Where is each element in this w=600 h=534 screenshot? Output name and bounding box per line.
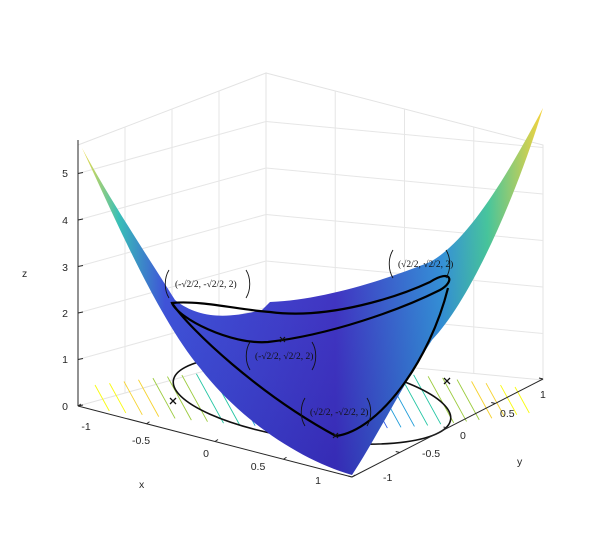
z-axis-label: z bbox=[22, 268, 27, 280]
x-axis-label: x bbox=[139, 479, 145, 491]
x-tick-label: 0 bbox=[203, 448, 209, 460]
tick-mark bbox=[77, 265, 84, 267]
x-tick-label: 1 bbox=[315, 475, 321, 487]
tick-mark bbox=[491, 402, 496, 404]
y-tick-label: 0 bbox=[460, 430, 466, 442]
floor-contour-line bbox=[152, 377, 176, 419]
tick-mark bbox=[283, 456, 287, 460]
curve-marker-2 bbox=[332, 432, 339, 439]
floor-marker-2 bbox=[443, 377, 451, 385]
y-tick-label: -0.5 bbox=[422, 448, 440, 460]
tick-mark bbox=[214, 439, 219, 442]
annotation-label: (√2/2, -√2/2, 2) bbox=[310, 407, 368, 418]
curve-markers bbox=[279, 336, 339, 439]
floor-contour-line bbox=[471, 381, 493, 419]
floor-contour-line bbox=[500, 384, 518, 415]
x-tick-label: 0.5 bbox=[251, 461, 266, 473]
floor-marker-1 bbox=[169, 397, 177, 405]
floor-contour-line bbox=[485, 382, 505, 417]
z-tick-label: 2 bbox=[62, 308, 68, 320]
floor-contour-line bbox=[94, 384, 110, 412]
tick-marks bbox=[77, 172, 544, 478]
z-tick-label: 4 bbox=[62, 215, 68, 227]
tick-mark bbox=[77, 358, 84, 360]
back-wall-right bbox=[265, 72, 544, 381]
annotation-pos-pos: (√2/2, √2/2, 2) bbox=[388, 249, 453, 279]
annotation-neg-neg: (-√2/2, -√2/2, 2) bbox=[164, 269, 251, 299]
y-ticks: -1 -0.5 0 0.5 1 bbox=[383, 389, 546, 484]
tick-mark bbox=[77, 218, 84, 221]
y-tick-label: 0.5 bbox=[500, 408, 515, 420]
tick-mark bbox=[351, 474, 356, 478]
tick-mark bbox=[77, 172, 84, 174]
floor-contour-line bbox=[413, 374, 442, 425]
curve-marker-1 bbox=[279, 336, 286, 343]
y-axis-label: y bbox=[517, 456, 523, 468]
floor-contour-line bbox=[442, 377, 467, 422]
annotation-label: (-√2/2, -√2/2, 2) bbox=[175, 279, 237, 290]
z-tick-label: 3 bbox=[62, 262, 68, 274]
floor-contour-line bbox=[167, 376, 192, 421]
annotation-label: (√2/2, √2/2, 2) bbox=[398, 259, 453, 270]
tick-mark bbox=[77, 403, 82, 407]
z-tick-label: 0 bbox=[62, 401, 68, 413]
tick-mark bbox=[443, 426, 448, 429]
floor-contour-line bbox=[514, 386, 530, 414]
annotation-pos-neg: (√2/2, -√2/2, 2) bbox=[300, 397, 372, 427]
tick-mark bbox=[538, 377, 544, 380]
x-tick-label: -0.5 bbox=[132, 435, 150, 447]
y-tick-label: -1 bbox=[383, 472, 392, 484]
floor-contour-line bbox=[109, 383, 127, 414]
z-tick-label: 5 bbox=[62, 168, 68, 180]
tick-mark bbox=[146, 421, 150, 425]
tick-mark bbox=[347, 475, 353, 478]
annotation-label: (-√2/2, √2/2, 2) bbox=[255, 351, 313, 362]
x-tick-label: -1 bbox=[81, 421, 90, 433]
annotation-neg-pos: (-√2/2, √2/2, 2) bbox=[245, 341, 317, 371]
floor-markers bbox=[169, 377, 451, 405]
x-ticks: -1 -0.5 0 0.5 1 bbox=[81, 421, 321, 487]
tick-mark bbox=[77, 311, 84, 314]
z-tick-label: 1 bbox=[62, 354, 68, 366]
floor-contour-line bbox=[195, 373, 224, 424]
floor-contour-line bbox=[181, 374, 208, 422]
y-tick-label: 1 bbox=[540, 389, 546, 401]
tick-mark bbox=[395, 451, 400, 453]
surface bbox=[82, 108, 543, 475]
floor-contour-line bbox=[138, 379, 160, 417]
floor-contour-line bbox=[123, 381, 143, 416]
floor-contour-line bbox=[427, 376, 455, 424]
z-ticks: 0 1 2 3 4 5 bbox=[62, 168, 68, 413]
